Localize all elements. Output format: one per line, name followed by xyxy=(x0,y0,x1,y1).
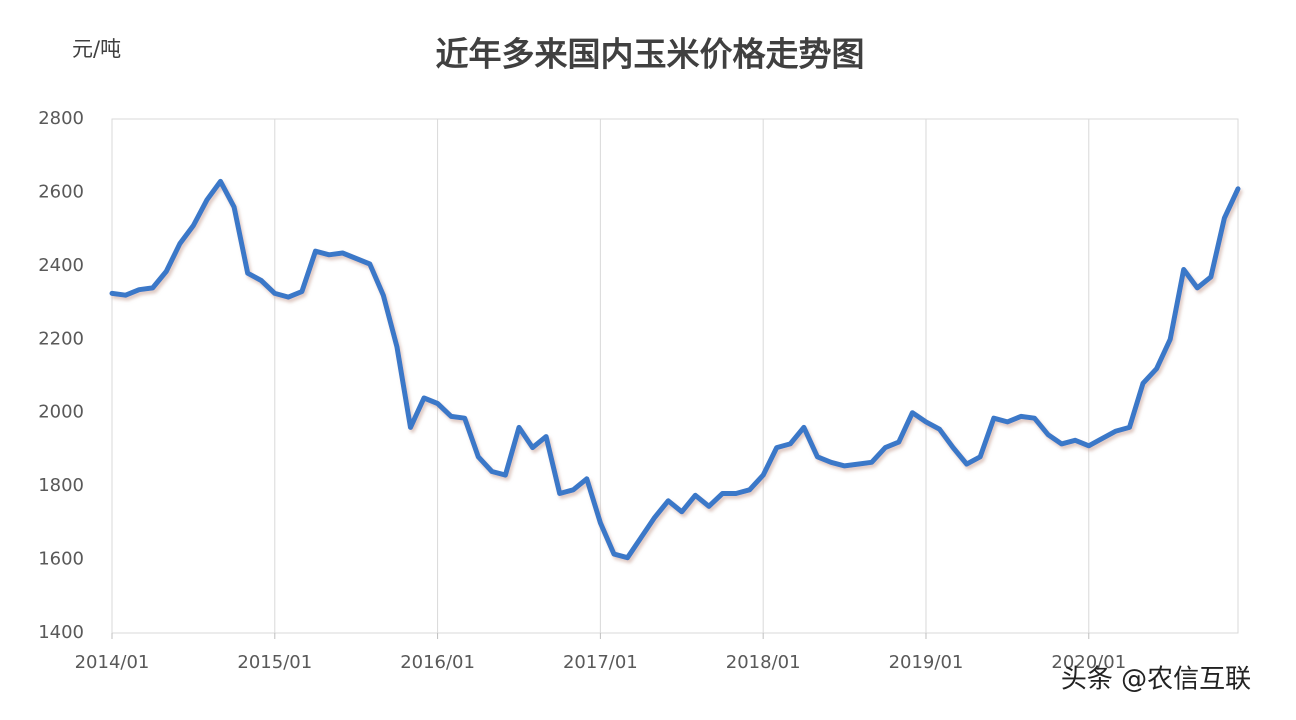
y-tick-label: 1600 xyxy=(38,549,84,570)
x-tick-label: 2020/01 xyxy=(1051,652,1126,673)
y-tick-label: 2800 xyxy=(38,108,84,129)
y-axis-label: 元/吨 xyxy=(72,37,121,61)
x-tick-label: 2014/01 xyxy=(75,652,150,673)
plot-frame xyxy=(111,118,1239,634)
chart-title: 近年多来国内玉米价格走势图 xyxy=(436,35,865,74)
y-tick-label: 1400 xyxy=(38,622,84,643)
x-tick-label: 2017/01 xyxy=(563,652,638,673)
line-series xyxy=(109,178,1241,561)
x-tick-label: 2016/01 xyxy=(400,652,475,673)
y-tick-label: 2400 xyxy=(38,255,84,276)
x-tick-label: 2015/01 xyxy=(237,652,312,673)
y-tick-label: 2200 xyxy=(38,328,84,349)
x-tick-label: 2019/01 xyxy=(889,652,964,673)
y-tick-label: 1800 xyxy=(38,475,84,496)
x-tick-label: 2018/01 xyxy=(726,652,801,673)
y-tick-label: 2000 xyxy=(38,402,84,423)
watermark: 头条 @农信互联 xyxy=(1061,665,1251,695)
y-tick-label: 2600 xyxy=(38,181,84,202)
